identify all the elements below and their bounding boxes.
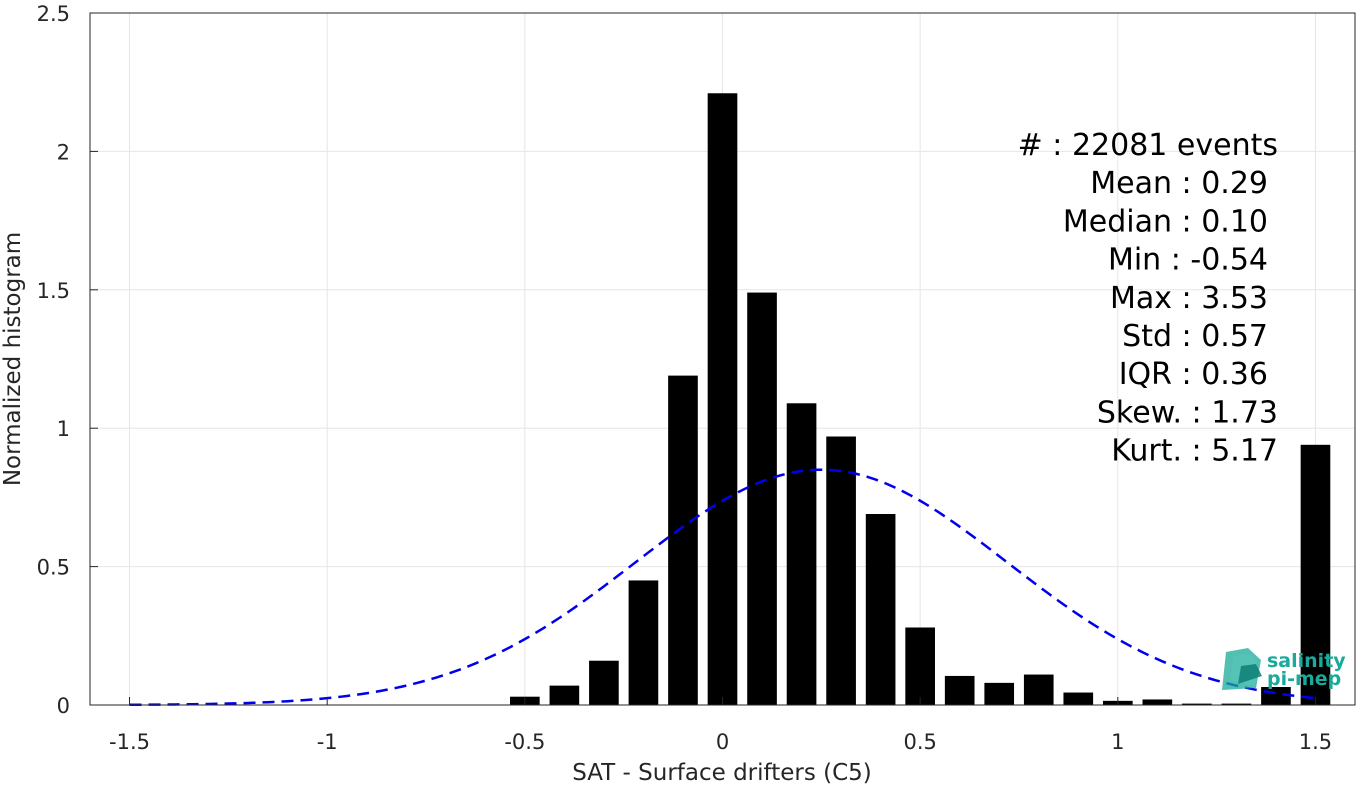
histogram-bar xyxy=(628,580,659,705)
y-tick-label: 0.5 xyxy=(37,556,70,580)
y-axis-ticks: 0 0.5 1 1.5 2 2.5 xyxy=(37,2,98,718)
histogram-bar xyxy=(905,627,935,705)
stat-line: IQR : 0.36 xyxy=(1119,357,1268,392)
y-tick-label: 2.5 xyxy=(37,2,70,26)
histogram-bar xyxy=(747,292,777,705)
stat-line: Std : 0.57 xyxy=(1122,319,1268,354)
x-axis-label: SAT - Surface drifters (C5) xyxy=(572,760,872,785)
logo-text-line2: pi-mep xyxy=(1267,668,1341,690)
y-tick-label: 2 xyxy=(57,140,70,164)
stat-line: Kurt. : 5.17 xyxy=(1111,434,1278,469)
x-tick-label: -1 xyxy=(317,730,338,754)
x-axis-ticks: -1.5 -1 -0.5 0 0.5 1 1.5 xyxy=(109,697,1332,754)
histogram-bar xyxy=(826,436,856,705)
histogram-bar xyxy=(984,682,1015,705)
histogram-bar xyxy=(1142,699,1173,705)
histogram-bar xyxy=(1063,692,1094,705)
salinity-pi-mep-logo: salinity pi-mep xyxy=(1222,648,1346,690)
x-tick-label: 0 xyxy=(716,730,729,754)
x-tick-label: 1 xyxy=(1111,730,1124,754)
histogram-bar xyxy=(1300,444,1331,705)
histogram-bar xyxy=(707,93,738,706)
histogram-bar xyxy=(549,685,580,705)
logo-text-line1: salinity xyxy=(1267,650,1346,672)
x-tick-label: 0.5 xyxy=(903,730,936,754)
stat-line: Skew. : 1.73 xyxy=(1097,395,1278,430)
histogram-bar xyxy=(589,660,619,705)
histogram-bars xyxy=(510,93,1331,706)
logo-icon xyxy=(1222,648,1262,690)
stat-line: # : 22081 events xyxy=(1018,128,1278,163)
histogram-bar xyxy=(668,375,698,705)
x-tick-label: -0.5 xyxy=(504,730,545,754)
stat-line: Max : 3.53 xyxy=(1110,281,1268,316)
stat-line: Median : 0.10 xyxy=(1063,204,1268,239)
stat-line: Mean : 0.29 xyxy=(1090,166,1268,201)
x-tick-label: -1.5 xyxy=(109,730,150,754)
y-tick-label: 0 xyxy=(57,694,70,718)
y-tick-label: 1 xyxy=(57,417,70,441)
histogram-bar xyxy=(944,675,975,705)
y-tick-label: 1.5 xyxy=(37,279,70,303)
stat-line: Min : -0.54 xyxy=(1108,243,1268,278)
x-tick-label: 1.5 xyxy=(1299,730,1332,754)
histogram-bar xyxy=(1182,703,1212,705)
y-axis-label: Normalized histogram xyxy=(0,232,26,486)
histogram-bar xyxy=(865,514,896,705)
histogram-bar xyxy=(786,403,817,705)
histogram-bar xyxy=(1023,674,1054,705)
histogram-bar xyxy=(1221,703,1252,705)
